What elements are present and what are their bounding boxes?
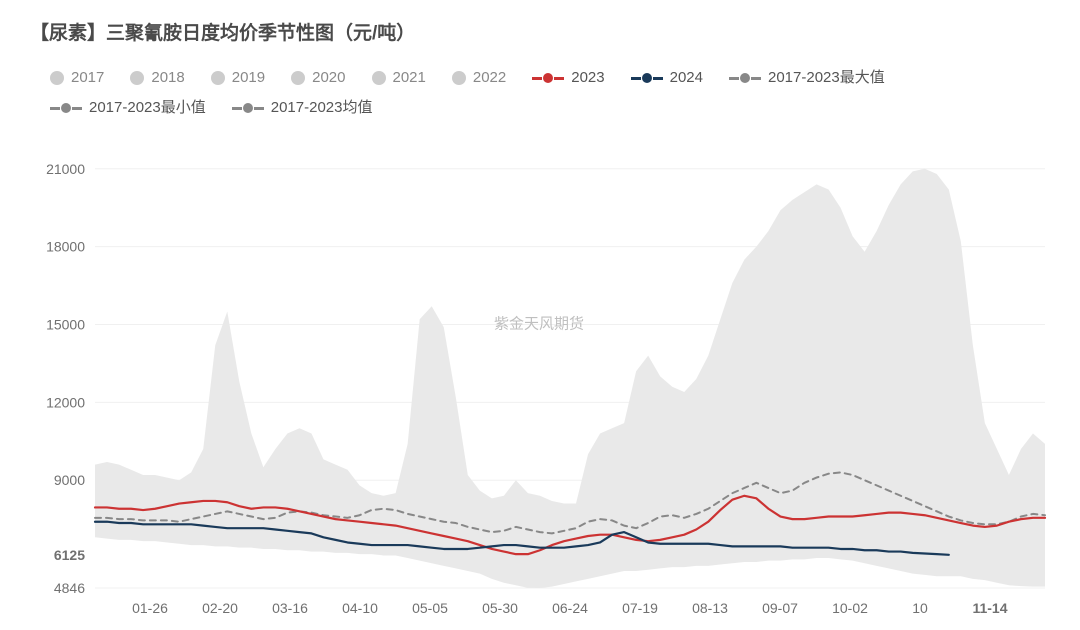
legend-item-2022[interactable]: 2022 <box>452 63 506 93</box>
legend-row-2: 2017-2023最小值 2017-2023均值 <box>50 93 1030 123</box>
svg-text:07-19: 07-19 <box>622 600 658 616</box>
x-axis: 01-26 02-20 03-16 04-10 05-05 05-30 06-24 07-19… <box>132 600 1008 616</box>
svg-text:21000: 21000 <box>46 161 85 177</box>
svg-text:01-26: 01-26 <box>132 600 168 616</box>
svg-text:05-05: 05-05 <box>412 600 448 616</box>
svg-text:15000: 15000 <box>46 316 85 332</box>
legend-label: 2019 <box>232 63 265 93</box>
legend-item-2017-2023最大值[interactable]: 2017-2023最大值 <box>729 63 885 93</box>
legend-label: 2017-2023均值 <box>271 93 373 123</box>
svg-text:10: 10 <box>912 600 928 616</box>
legend-item-2023[interactable]: 2023 <box>532 63 604 93</box>
svg-text:02-20: 02-20 <box>202 600 238 616</box>
min-max-band <box>95 169 1045 588</box>
svg-text:03-16: 03-16 <box>272 600 308 616</box>
legend-label: 2018 <box>151 63 184 93</box>
svg-text:9000: 9000 <box>54 472 85 488</box>
legend-label: 2017-2023最小值 <box>89 93 206 123</box>
watermark: 紫金天风期货 <box>494 315 584 332</box>
legend-item-2019[interactable]: 2019 <box>211 63 265 93</box>
svg-text:09-07: 09-07 <box>762 600 798 616</box>
svg-text:6125: 6125 <box>54 547 85 563</box>
svg-text:05-30: 05-30 <box>482 600 518 616</box>
legend-label: 2022 <box>473 63 506 93</box>
legend-label: 2017 <box>71 63 104 93</box>
svg-text:4846: 4846 <box>54 580 85 596</box>
legend-item-2017-2023最小值[interactable]: 2017-2023最小值 <box>50 93 206 123</box>
legend-item-2017[interactable]: 2017 <box>50 63 104 93</box>
legend-item-2020[interactable]: 2020 <box>291 63 345 93</box>
svg-text:12000: 12000 <box>46 394 85 410</box>
svg-text:04-10: 04-10 <box>342 600 378 616</box>
legend-item-2021[interactable]: 2021 <box>372 63 426 93</box>
legend-label: 2023 <box>571 63 604 93</box>
legend-item-2018[interactable]: 2018 <box>130 63 184 93</box>
legend-item-2024[interactable]: 2024 <box>631 63 703 93</box>
svg-text:11-14: 11-14 <box>972 600 1007 616</box>
legend-label: 2024 <box>670 63 703 93</box>
legend-row-1: 2017 2018 2019 2020 2021 2022 2023 2024 2017-202… <box>50 63 1030 93</box>
chart-title: 【尿素】三聚氰胺日度均价季节性图（元/吨） <box>20 10 1060 53</box>
svg-text:10-02: 10-02 <box>832 600 868 616</box>
legend-label: 2021 <box>393 63 426 93</box>
y-axis: 4846 6125 9000 12000 15000 18000 21000 <box>46 161 85 596</box>
svg-text:08-13: 08-13 <box>692 600 728 616</box>
chart-area: 紫金天风期货 4846 6125 9000 12000 15000 18000 21000 01… <box>20 128 1060 628</box>
legend-item-2017-2023均值[interactable]: 2017-2023均值 <box>232 93 373 123</box>
svg-text:18000: 18000 <box>46 239 85 255</box>
legend-label: 2020 <box>312 63 345 93</box>
legend-label: 2017-2023最大值 <box>768 63 885 93</box>
seasonal-line-chart: 紫金天风期货 4846 6125 9000 12000 15000 18000 21000 01… <box>20 128 1060 628</box>
legend: 201720182019202020212022202320242017-202… <box>20 53 1060 128</box>
svg-text:06-24: 06-24 <box>552 600 588 616</box>
